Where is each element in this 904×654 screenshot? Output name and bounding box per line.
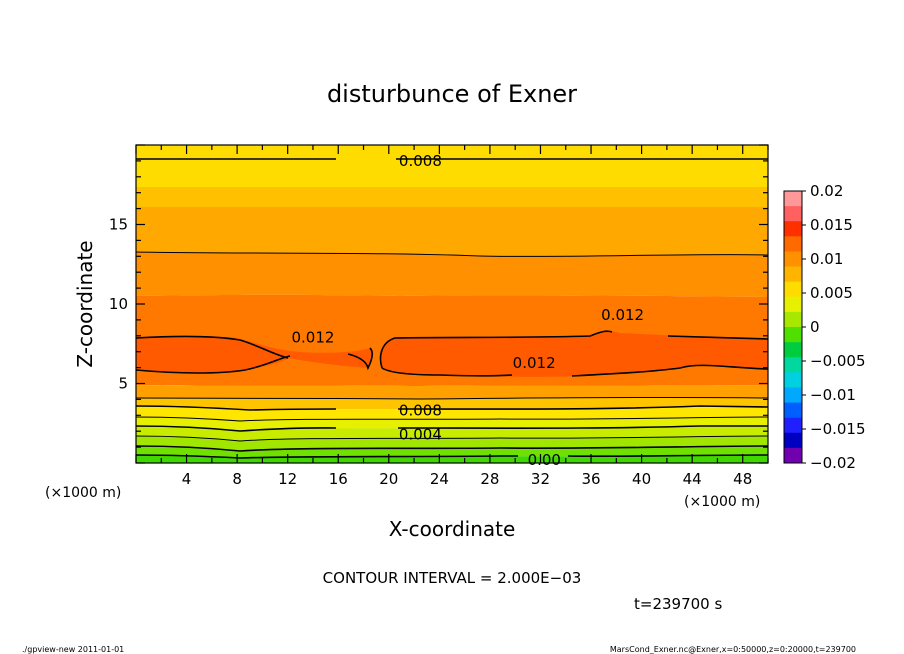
band-gold	[136, 397, 768, 410]
colorbar-label: −0.005	[810, 352, 866, 370]
y-tick-labels: 5 10 15	[109, 216, 128, 393]
contour-label: 0.012	[513, 354, 556, 372]
colorbar-label: 0.01	[810, 250, 843, 268]
contour-label: 0.012	[601, 306, 644, 324]
x-tick-label: 4	[182, 470, 192, 488]
band-upper-light-orange	[136, 187, 768, 207]
band-top-yellow	[136, 145, 768, 187]
colorbar-label: 0.005	[810, 284, 853, 302]
contour-line-lower-1	[136, 397, 768, 400]
x-tick-label: 44	[683, 470, 702, 488]
y-tick-label: 10	[109, 295, 128, 313]
colorbar-swatch	[784, 221, 802, 237]
colorbar-label: 0.02	[810, 182, 843, 200]
contour-labels: 0.008 0.012 0.012 0.012 0.008 0.004 0.00	[291, 152, 644, 469]
colorbar-labels: 0.02 0.015 0.01 0.005 0 −0.005 −0.01 −0.015 −0.0…	[810, 182, 866, 472]
x-axis-label: X-coordinate	[389, 517, 516, 541]
colorbar-swatch	[784, 447, 802, 464]
colorbar-swatch	[784, 372, 802, 388]
contour-label: 0.00	[528, 451, 561, 469]
colorbar-label: −0.02	[810, 454, 856, 472]
contour-line-upper	[136, 251, 768, 257]
contour-line-lower-4	[136, 445, 768, 452]
contour-interval: CONTOUR INTERVAL = 2.000E−03	[323, 569, 582, 587]
band-orange-low	[136, 385, 768, 399]
x-tick-label: 40	[632, 470, 651, 488]
contour-line-core-left	[136, 335, 373, 371]
x-tick-label: 28	[480, 470, 499, 488]
contour-line-lower-2	[136, 416, 768, 422]
footer-right: MarsCond_Exner.nc@Exner,x=0:50000,z=0:20…	[610, 645, 856, 654]
contour-label: 0.008	[399, 152, 442, 170]
contour-line-core-right-lower	[381, 364, 768, 377]
band-core-red-right	[380, 331, 768, 377]
x-tick-label: 8	[232, 470, 242, 488]
colorbar-swatch	[784, 417, 802, 434]
x-tick-label: 24	[430, 470, 449, 488]
colorbar-label: 0.015	[810, 216, 853, 234]
x-unit-right: (×1000 m)	[684, 494, 760, 510]
colorbar-swatch	[784, 281, 802, 298]
colorbar-swatch	[784, 432, 802, 449]
band-light-green	[136, 426, 768, 441]
contour-line-lower-3	[136, 435, 768, 442]
contour-bands	[136, 145, 768, 463]
contour-line-zero	[136, 454, 768, 459]
axis-ticks	[135, 144, 769, 464]
footer-left: ./gpview-new 2011-01-01	[22, 645, 124, 654]
x-tick-label: 12	[278, 470, 297, 488]
band-core-red-left	[136, 336, 373, 368]
x-tick-label: 16	[329, 470, 348, 488]
colorbar-swatch	[784, 191, 802, 207]
band-orange-1	[136, 207, 768, 257]
colorbar-swatch	[784, 357, 802, 373]
x-tick-label: 48	[733, 470, 752, 488]
y-tick-label: 15	[109, 216, 128, 234]
contour-line-004	[136, 425, 768, 432]
contour-label: 0.008	[399, 402, 442, 420]
colorbar-swatch	[784, 266, 802, 282]
x-tick-label: 20	[379, 470, 398, 488]
colorbar-swatch	[784, 327, 802, 343]
x-unit-left: (×1000 m)	[45, 485, 121, 501]
colorbar-swatch	[784, 236, 802, 252]
colorbar	[783, 190, 806, 464]
contour-line-008-low	[136, 405, 768, 411]
x-tick-labels: 4 8 12 16 20 24 28 32 36 40 44 48	[182, 470, 752, 488]
contour-line-core-left-lower	[136, 355, 291, 374]
colorbar-swatch	[784, 311, 802, 328]
colorbar-label: −0.01	[810, 386, 856, 404]
colorbar-swatch	[784, 402, 802, 418]
band-orange-2	[136, 252, 768, 297]
contour-line-core-right	[379, 330, 768, 369]
colorbar-swatch	[784, 342, 802, 358]
chart-title: disturbunce of Exner	[327, 80, 577, 108]
x-tick-label: 36	[581, 470, 600, 488]
colorbar-swatch	[784, 206, 802, 222]
y-tick-label: 5	[118, 375, 128, 393]
time-label: t=239700 s	[634, 595, 722, 613]
colorbar-label: 0	[810, 318, 820, 336]
colorbar-label: −0.015	[810, 420, 866, 438]
contour-label: 0.012	[291, 328, 334, 346]
y-axis-label: Z-coordinate	[73, 240, 97, 367]
band-core-red-left-lower	[136, 337, 300, 373]
colorbar-swatch	[784, 251, 802, 267]
x-tick-label: 32	[531, 470, 550, 488]
colorbar-swatch	[784, 296, 802, 313]
colorbar-swatch	[784, 387, 802, 403]
contour-lines	[136, 158, 768, 459]
contour-label: 0.004	[399, 425, 442, 443]
